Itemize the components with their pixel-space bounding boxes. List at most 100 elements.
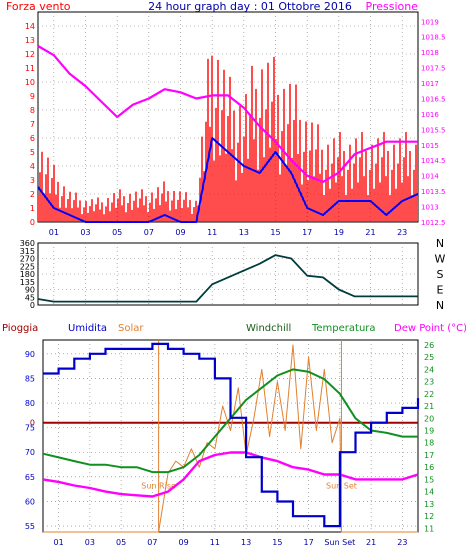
graph-title: 24 hour graph day : 01 Ottobre 2016 — [148, 0, 352, 13]
temp-y-tick: 12 — [424, 512, 434, 521]
direction-y-tick: 180 — [20, 270, 35, 279]
pressure-title: Pressione — [366, 0, 419, 13]
pressure-y-tick: 1015 — [421, 142, 439, 150]
temp-y-tick: 17 — [424, 451, 434, 460]
pressure-y-tick: 1016.5 — [421, 95, 446, 103]
temp-x-tick: 13 — [241, 538, 251, 547]
temp-y-tick: 22 — [424, 390, 434, 399]
temp-y-tick: 26 — [424, 341, 434, 350]
wind-x-tick: 23 — [397, 228, 407, 237]
temp-y-tick: 18 — [424, 439, 434, 448]
wind-x-tick: 09 — [175, 228, 185, 237]
direction-y-tick: 45 — [25, 293, 35, 302]
rain-zero-label: 0 — [30, 419, 35, 428]
humidity-y-tick: 60 — [25, 497, 35, 506]
temperature-humidity-panel: Pioggia Umidita Solar Windchill Temperatura D… — [2, 323, 466, 547]
direction-y-tick: 0 — [30, 301, 35, 310]
solar-line — [43, 344, 418, 533]
temp-x-tick: 09 — [179, 538, 189, 547]
wind-x-tick: 15 — [270, 228, 280, 237]
pressure-y-tick: 1017 — [421, 80, 439, 88]
humidity-line — [43, 342, 420, 528]
pressure-y-tick: 1014.5 — [421, 157, 446, 165]
wind-title: Forza vento — [6, 0, 71, 13]
direction-y-tick: 270 — [20, 255, 35, 264]
wind-y-tick: 11 — [25, 64, 35, 73]
pressure-y-tick: 1012.5 — [421, 219, 446, 227]
temp-x-tick: 07 — [147, 538, 157, 547]
direction-y-tick: 135 — [20, 278, 35, 287]
humidity-y-tick: 65 — [25, 473, 35, 482]
temp-y-tick: 24 — [424, 365, 434, 374]
dewpoint-line — [42, 451, 419, 498]
wind-y-tick: 7 — [30, 120, 35, 129]
temp-y-tick: 16 — [424, 463, 434, 472]
wind-x-tick: 07 — [144, 228, 154, 237]
pressure-y-tick: 1016 — [421, 111, 439, 119]
direction-y-tick: 90 — [25, 286, 35, 295]
pressure-y-tick: 1017.5 — [421, 65, 446, 73]
legend-item: Windchill — [246, 323, 291, 334]
pressure-y-tick: 1018 — [421, 49, 439, 57]
temp-y-tick: 15 — [424, 475, 434, 484]
legend-item: Solar — [118, 323, 144, 334]
temp-x-tick: 05 — [116, 538, 126, 547]
wind-y-tick: 1 — [30, 204, 35, 213]
wind-y-tick: 4 — [30, 162, 35, 171]
wind-avg-line — [37, 137, 419, 223]
humidity-y-tick: 85 — [25, 374, 35, 383]
wind-y-tick: 13 — [25, 36, 35, 45]
wind-x-tick: 19 — [334, 228, 344, 237]
humidity-y-tick: 90 — [25, 350, 35, 359]
wind-x-tick: 01 — [49, 228, 59, 237]
legend-item: Temperatura — [311, 323, 376, 334]
legend-item: Pioggia — [2, 323, 38, 334]
wind-y-tick: 10 — [25, 78, 35, 87]
wind-y-tick: 3 — [30, 176, 35, 185]
temp-x-tick: 21 — [366, 538, 376, 547]
temp-y-tick: 25 — [424, 353, 434, 362]
wind-x-tick: 11 — [207, 228, 217, 237]
pressure-line — [37, 45, 418, 183]
compass-label: W — [435, 253, 446, 266]
humidity-y-tick: 80 — [25, 399, 35, 408]
compass-label: S — [437, 268, 444, 281]
temp-y-tick: 14 — [424, 488, 434, 497]
pressure-y-tick: 1013 — [421, 204, 439, 212]
sun-annotation: Sun Rise — [141, 482, 176, 491]
wind-x-tick: 21 — [365, 228, 375, 237]
compass-label: N — [436, 299, 444, 312]
temp-x-tick: 17 — [304, 538, 314, 547]
temp-x-tick: Sun Set — [324, 538, 355, 547]
temp-x-tick: 15 — [272, 538, 282, 547]
wind-x-tick: 17 — [302, 228, 312, 237]
wind-y-tick: 9 — [30, 92, 35, 101]
temp-y-tick: 23 — [424, 378, 434, 387]
legend-item: Umidita — [68, 323, 107, 334]
wind-y-tick: 2 — [30, 190, 35, 199]
temperature-plot-area — [42, 339, 419, 533]
direction-y-tick: 315 — [20, 247, 35, 256]
wind-y-tick: 14 — [25, 22, 35, 31]
wind-x-tick: 03 — [80, 228, 90, 237]
temp-x-tick: 23 — [397, 538, 407, 547]
wind-y-tick: 0 — [30, 218, 35, 227]
pressure-y-tick: 1019 — [421, 18, 439, 26]
temp-y-tick: 19 — [424, 426, 434, 435]
humidity-y-tick: 75 — [25, 424, 35, 433]
temp-x-tick: 03 — [85, 538, 95, 547]
temp-y-tick: 11 — [424, 524, 434, 533]
temp-y-tick: 13 — [424, 500, 434, 509]
wind-y-tick: 6 — [30, 134, 35, 143]
wind-y-tick: 8 — [30, 106, 35, 115]
temp-y-tick: 21 — [424, 402, 434, 411]
temp-x-tick: 11 — [210, 538, 220, 547]
direction-line — [37, 254, 418, 303]
wind-y-tick: 12 — [25, 50, 35, 59]
wind-pressure-panel: 012345678910111213141012.510131013.51014… — [25, 11, 446, 237]
pressure-y-tick: 1013.5 — [421, 188, 446, 196]
wind-x-tick: 13 — [239, 228, 249, 237]
wind-y-tick: 5 — [30, 148, 35, 157]
